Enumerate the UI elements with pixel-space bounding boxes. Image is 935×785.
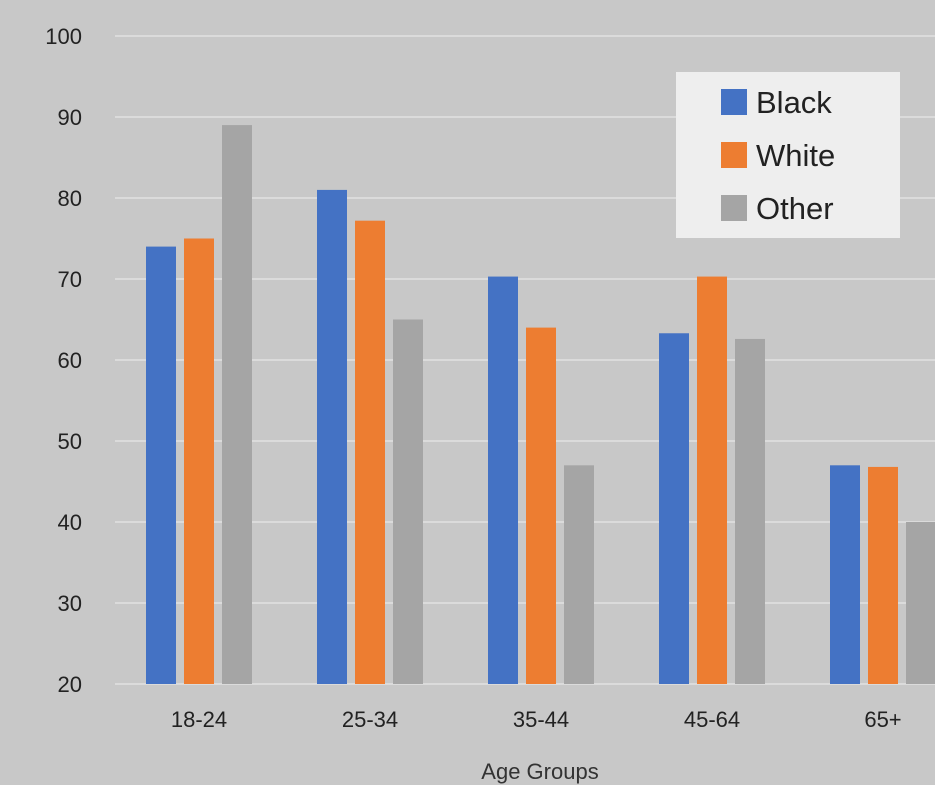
x-tick-label: 65+	[864, 707, 901, 732]
x-tick-label: 35-44	[513, 707, 569, 732]
bar-black-65+	[830, 465, 860, 684]
y-tick-label: 20	[58, 672, 82, 697]
legend: Black White Other	[676, 72, 900, 238]
bar-other-35-44	[564, 465, 594, 684]
y-tick-label: 90	[58, 105, 82, 130]
bar-black-18-24	[146, 246, 176, 684]
y-tick-label: 100	[45, 24, 82, 49]
bar-black-25-34	[317, 189, 347, 684]
y-tick-label: 40	[58, 510, 82, 535]
y-axis-tick-labels: 20 30 40 50 60 70 80 90 100	[45, 24, 82, 697]
legend-label-black: Black	[756, 85, 832, 120]
y-tick-label: 80	[58, 186, 82, 211]
legend-label-white: White	[756, 138, 835, 173]
x-axis-title: Age Groups	[481, 759, 598, 784]
bar-black-35-44	[488, 276, 518, 684]
legend-label-other: Other	[756, 191, 834, 226]
y-tick-label: 60	[58, 348, 82, 373]
bar-white-18-24	[184, 238, 214, 684]
legend-swatch-black	[721, 89, 747, 115]
bar-other-45-64	[735, 338, 765, 684]
bars	[146, 125, 935, 685]
legend-items: Black White Other	[721, 85, 835, 226]
bar-white-35-44	[526, 327, 556, 684]
y-tick-label: 30	[58, 591, 82, 616]
x-tick-label: 45-64	[684, 707, 740, 732]
bar-white-45-64	[697, 276, 727, 684]
x-tick-label: 18-24	[171, 707, 227, 732]
y-tick-label: 50	[58, 429, 82, 454]
x-tick-label: 25-34	[342, 707, 398, 732]
legend-swatch-white	[721, 142, 747, 168]
bar-other-25-34	[393, 319, 423, 684]
bar-white-65+	[868, 466, 898, 684]
x-axis-tick-labels: 18-24 25-34 35-44 45-64 65+	[171, 707, 902, 732]
bar-white-25-34	[355, 220, 385, 684]
bar-black-45-64	[659, 333, 689, 684]
bar-other-18-24	[222, 125, 252, 685]
bar-other-65+	[906, 522, 935, 684]
legend-box	[676, 72, 900, 238]
legend-swatch-other	[721, 195, 747, 221]
y-tick-label: 70	[58, 267, 82, 292]
